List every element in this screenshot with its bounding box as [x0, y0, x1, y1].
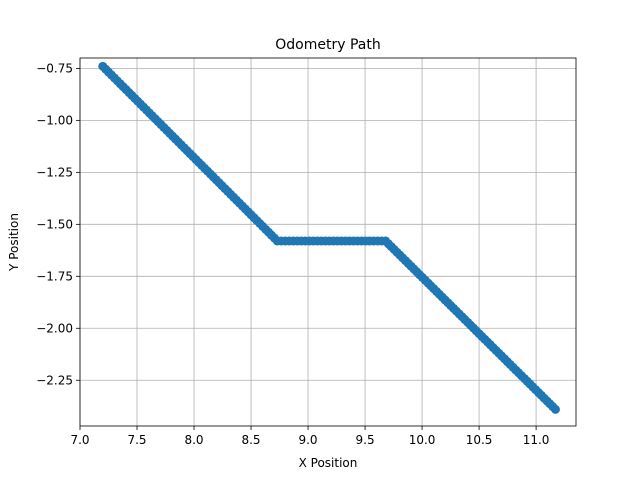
y-tick-label: −2.25 — [36, 373, 73, 387]
plot-frame — [79, 57, 577, 427]
x-tick-label: 11.0 — [523, 433, 550, 447]
y-tick-label: −0.75 — [36, 61, 73, 75]
x-tick-label: 9.5 — [356, 433, 375, 447]
y-tick-label: −1.00 — [36, 113, 73, 127]
y-tick-label: −1.50 — [36, 217, 73, 231]
x-tick-label: 7.5 — [127, 433, 146, 447]
x-tick-label: 8.5 — [241, 433, 260, 447]
grid — [79, 58, 576, 426]
y-tick-label: −1.75 — [36, 269, 73, 283]
y-axis-ticks: −0.75 −1.00 −1.25 −1.50 −1.75 −2.00 −2.25 — [36, 61, 80, 387]
x-axis-label: X Position — [299, 456, 358, 470]
x-tick-label: 7.0 — [70, 433, 89, 447]
y-tick-label: −2.00 — [36, 321, 73, 335]
x-tick-label: 10.5 — [466, 433, 493, 447]
x-tick-label: 8.0 — [184, 433, 203, 447]
x-tick-label: 9.0 — [298, 433, 317, 447]
y-tick-label: −1.25 — [36, 165, 73, 179]
data-series — [98, 61, 560, 414]
y-axis-label: Y Position — [7, 213, 21, 272]
x-axis-ticks: 7.0 7.5 8.0 8.5 9.0 9.5 10.0 10.5 11.0 — [70, 426, 549, 447]
x-tick-label: 10.0 — [409, 433, 436, 447]
chart-title: Odometry Path — [275, 37, 380, 53]
data-point — [550, 404, 560, 414]
